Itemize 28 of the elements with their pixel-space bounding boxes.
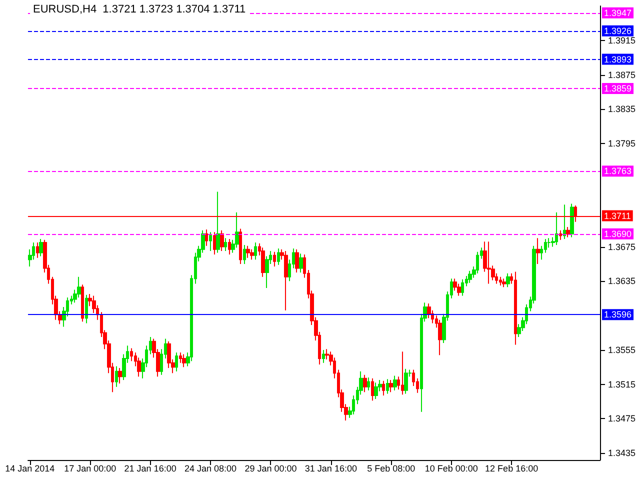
ref-line-label: 1.3690 xyxy=(604,228,632,239)
y-tick-label: 1.3515 xyxy=(608,379,636,390)
y-tick-label: 1.3435 xyxy=(608,448,636,458)
x-tick-label: 10 Feb 00:00 xyxy=(424,464,478,474)
ref-line-label: 1.3763 xyxy=(604,166,632,176)
ref-line-label: 1.3596 xyxy=(604,310,632,320)
x-tick-label: 12 Feb 16:00 xyxy=(485,464,538,474)
x-tick-label: 31 Jan 16:00 xyxy=(304,464,357,474)
y-tick-label: 1.3675 xyxy=(608,242,636,252)
x-tick-label: 14 Jan 2014 xyxy=(5,464,55,474)
y-tick-label: 1.3475 xyxy=(608,414,636,424)
ref-line-label: 1.3947 xyxy=(604,8,632,18)
y-tick-label: 1.3555 xyxy=(608,344,636,355)
ref-line-label: 1.3893 xyxy=(604,54,632,64)
y-tick-label: 1.3795 xyxy=(608,138,636,149)
y-tick-label: 1.3875 xyxy=(608,70,636,80)
x-tick-label: 21 Jan 16:00 xyxy=(124,464,176,474)
ref-line-label: 1.3926 xyxy=(604,26,632,36)
x-tick-label: 5 Feb 08:00 xyxy=(367,464,416,474)
x-tick-label: 29 Jan 00:00 xyxy=(244,464,297,474)
ref-line-label: 1.3711 xyxy=(604,210,631,221)
x-tick-label: 17 Jan 00:00 xyxy=(64,464,116,474)
y-tick-label: 1.3915 xyxy=(608,35,636,46)
x-tick-label: 24 Jan 08:00 xyxy=(184,464,237,474)
chart-title: EURUSD,H4 1.3721 1.3723 1.3704 1.3711 xyxy=(33,4,246,16)
y-tick-label: 1.3835 xyxy=(608,104,636,114)
y-tick-label: 1.3635 xyxy=(608,276,636,286)
ref-line-label: 1.3859 xyxy=(604,84,632,94)
